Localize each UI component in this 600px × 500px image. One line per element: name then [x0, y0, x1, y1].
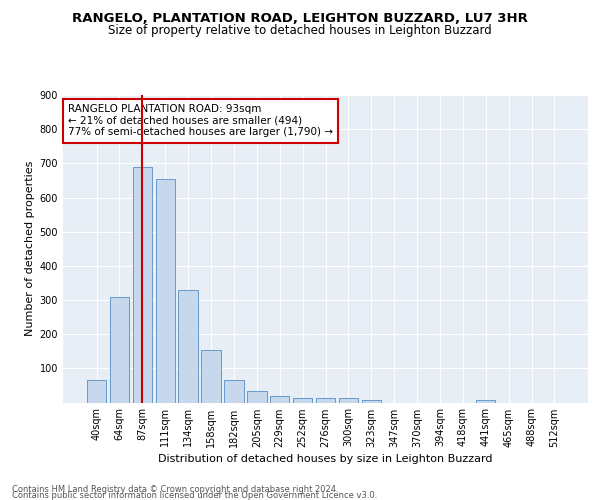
Bar: [110, 296, 129, 403]
Text: RANGELO PLANTATION ROAD: 93sqm
← 21% of detached houses are smaller (494)
77% of: RANGELO PLANTATION ROAD: 93sqm ← 21% of …: [68, 104, 333, 138]
Bar: [362, 400, 381, 402]
Bar: [270, 396, 289, 402]
Bar: [155, 178, 175, 402]
X-axis label: Distribution of detached houses by size in Leighton Buzzard: Distribution of detached houses by size …: [158, 454, 493, 464]
Bar: [316, 398, 335, 402]
Text: RANGELO, PLANTATION ROAD, LEIGHTON BUZZARD, LU7 3HR: RANGELO, PLANTATION ROAD, LEIGHTON BUZZA…: [72, 12, 528, 26]
Bar: [476, 400, 496, 402]
Bar: [247, 390, 266, 402]
Bar: [224, 380, 244, 402]
Bar: [293, 398, 313, 402]
Bar: [178, 290, 198, 403]
Text: Contains public sector information licensed under the Open Government Licence v3: Contains public sector information licen…: [12, 490, 377, 500]
Bar: [133, 167, 152, 402]
Text: Size of property relative to detached houses in Leighton Buzzard: Size of property relative to detached ho…: [108, 24, 492, 37]
Bar: [87, 380, 106, 402]
Text: Contains HM Land Registry data © Crown copyright and database right 2024.: Contains HM Land Registry data © Crown c…: [12, 484, 338, 494]
Bar: [338, 398, 358, 402]
Bar: [202, 350, 221, 403]
Y-axis label: Number of detached properties: Number of detached properties: [25, 161, 35, 336]
